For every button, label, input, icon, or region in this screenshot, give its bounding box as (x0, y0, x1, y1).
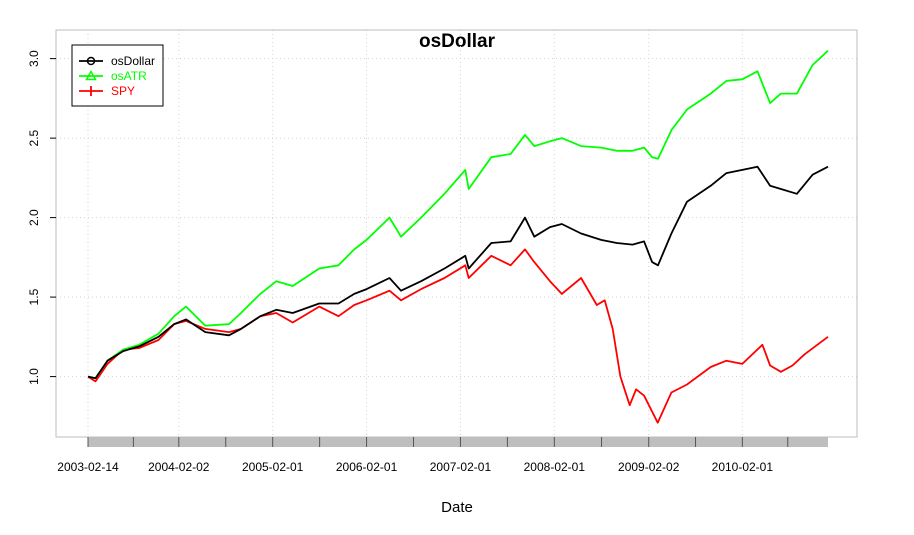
y-tick-label: 3.0 (27, 50, 41, 67)
x-tick-label: 2006-02-01 (336, 460, 398, 474)
y-axis: 1.0 1.5 2.0 2.5 3.0 (27, 50, 56, 385)
x-tick-label: 2010-02-01 (712, 460, 774, 474)
x-tick-label: 2008-02-01 (524, 460, 586, 474)
series-line-osdollar (87, 165, 829, 380)
legend-label-spy: SPY (111, 84, 135, 98)
legend-label-osdollar: osDollar (111, 54, 155, 68)
y-tick-label: 2.5 (27, 129, 41, 146)
y-tick-label: 1.5 (27, 288, 41, 305)
x-tick-label: 2009-02-02 (618, 460, 680, 474)
series-layer (87, 50, 829, 424)
x-axis: 2003-02-14 2004-02-02 2005-02-01 2006-02-01… (57, 437, 828, 474)
x-tick-label: 2007-02-01 (430, 460, 492, 474)
legend-marker-circle (86, 56, 96, 66)
series-line-spy (87, 248, 829, 424)
x-tick-label: 2005-02-01 (242, 460, 304, 474)
y-tick-label: 2.0 (27, 209, 41, 226)
chart-title: osDollar (419, 31, 496, 52)
x-axis-title: Date (441, 499, 473, 516)
x-tick-label: 2004-02-02 (148, 460, 210, 474)
plot-frame (55, 29, 858, 438)
y-tick-label: 1.0 (27, 368, 41, 385)
x-tick-label: 2003-02-14 (57, 460, 119, 474)
legend-marker-triangle (85, 69, 97, 81)
legend-label-osatr: osATR (111, 69, 147, 83)
series-line-osatr (87, 50, 829, 380)
x-axis-band (88, 437, 828, 447)
grid (56, 30, 857, 437)
